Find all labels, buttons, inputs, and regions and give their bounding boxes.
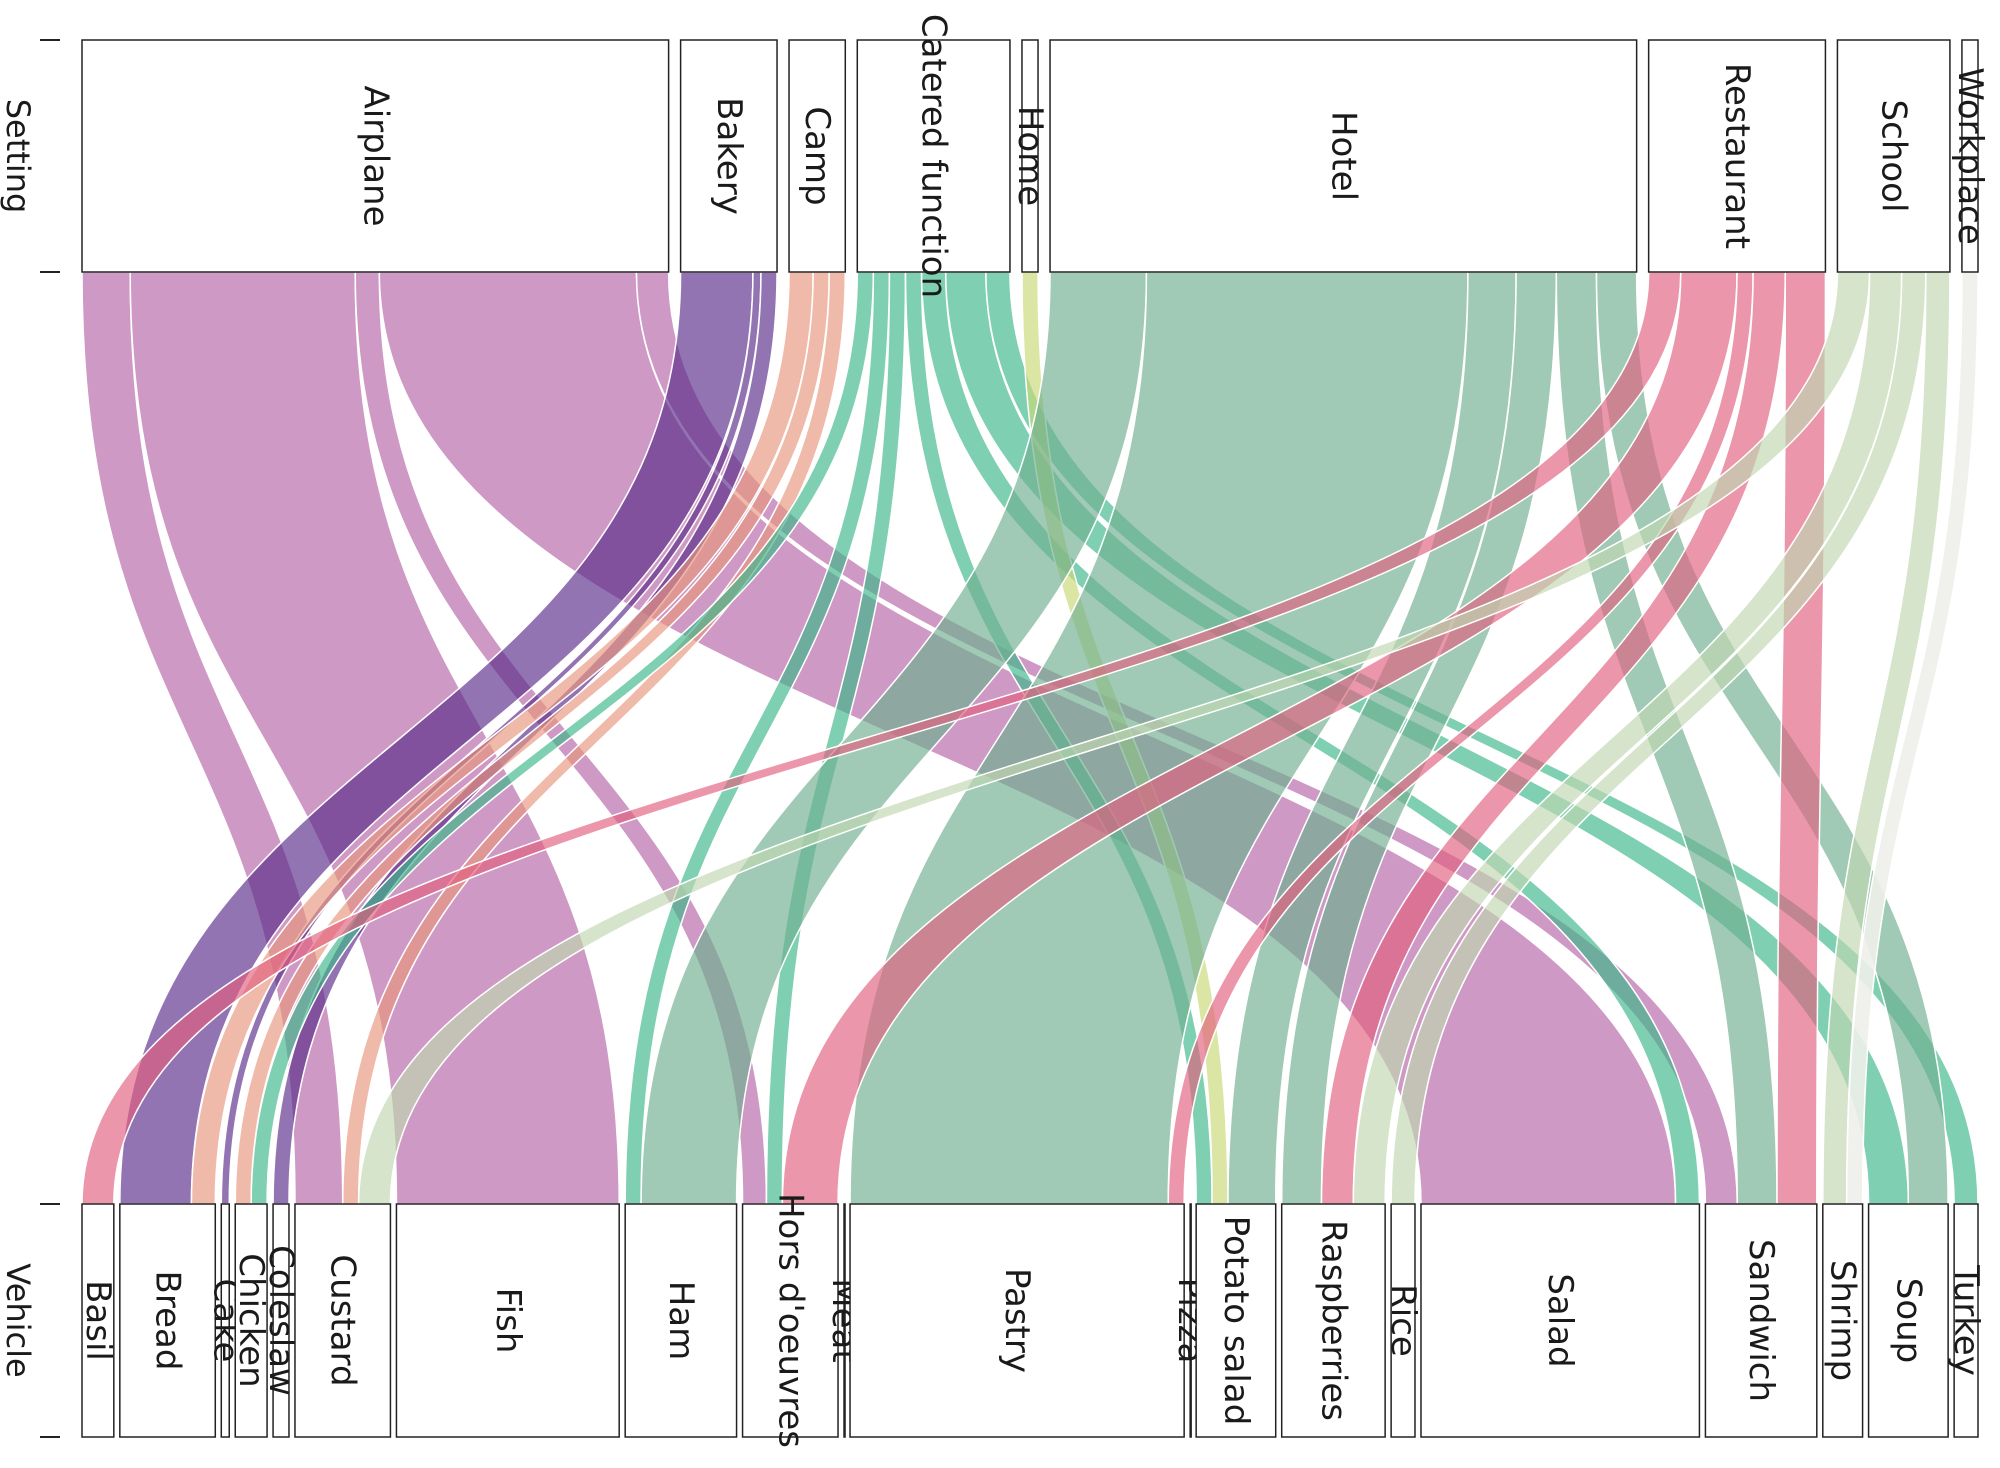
setting-label-bakery: Bakery — [709, 97, 749, 215]
vehicle-box-hors-d-oeuvres — [741, 1203, 839, 1438]
vehicle-box-basil — [81, 1203, 115, 1438]
vehicle-box-fish — [395, 1203, 620, 1438]
vehicle-box-custard — [294, 1203, 392, 1438]
vehicle-label-shrimp: Shrimp — [1823, 1260, 1863, 1381]
vehicle-box-potato-salad — [1195, 1203, 1277, 1438]
vehicle-label-basil: Basil — [78, 1280, 118, 1361]
setting-label-airplane: Airplane — [355, 85, 395, 226]
vehicle-label-soup: Soup — [1888, 1278, 1928, 1364]
vehicle-box-meat — [843, 1203, 846, 1438]
vehicle-label-rice: Rice — [1383, 1284, 1423, 1357]
axis-titles: Setting Vehicle — [0, 99, 37, 1378]
setting-label-camp: Camp — [797, 106, 837, 205]
vehicle-label-ham: Ham — [661, 1281, 701, 1361]
vehicle-label-pastry: Pastry — [997, 1268, 1037, 1373]
setting-box-hotel — [1049, 39, 1638, 273]
setting-box-catered-function — [856, 39, 1011, 273]
vehicle-label-bread: Bread — [148, 1271, 188, 1371]
vehicle-label-custard: Custard — [323, 1254, 363, 1386]
vehicle-box-bread — [119, 1203, 217, 1438]
vehicle-box-ham — [624, 1203, 738, 1438]
vehicle-box-sandwich — [1704, 1203, 1818, 1438]
vehicle-label-turkey: Turkey — [1946, 1264, 1986, 1376]
setting-label-catered-function: Catered function — [914, 14, 954, 298]
setting-label-school: School — [1874, 100, 1914, 213]
vehicle-label-sandwich: Sandwich — [1741, 1239, 1781, 1402]
setting-box-airplane — [81, 39, 670, 273]
setting-label-workplace: Workplace — [1950, 67, 1990, 245]
setting-label-home: Home — [1010, 106, 1050, 206]
setting-box-restaurant — [1647, 39, 1827, 273]
vehicle-box-salad — [1420, 1203, 1701, 1438]
setting-box-school — [1836, 39, 1951, 273]
vehicle-box-turkey — [1953, 1203, 1979, 1438]
vehicle-box-raspberries — [1280, 1203, 1386, 1438]
setting-strata: Airplane Bakery Camp Catered function Home Ho… — [81, 14, 1990, 298]
axis-ticks — [40, 39, 60, 1438]
setting-label-hotel: Hotel — [1323, 111, 1363, 201]
vehicle-box-soup — [1867, 1203, 1949, 1438]
vehicle-box-pizza — [1189, 1203, 1192, 1438]
setting-box-home — [1021, 39, 1039, 273]
setting-label-restaurant: Restaurant — [1717, 63, 1757, 249]
vehicle-label-salad: Salad — [1540, 1273, 1580, 1367]
vehicle-box-coleslaw — [272, 1203, 290, 1438]
vehicle-label-hors-d-oeuvres: Hors d'oeuvres — [770, 1193, 810, 1448]
vehicle-box-shrimp — [1822, 1203, 1864, 1438]
setting-box-camp — [788, 39, 847, 273]
flows-layer — [81, 271, 1979, 1205]
vehicle-box-cake — [220, 1203, 230, 1438]
vehicle-box-pastry — [849, 1203, 1185, 1438]
setting-box-bakery — [679, 39, 778, 273]
vehicle-label-potato-salad: Potato salad — [1216, 1216, 1256, 1426]
vehicle-box-rice — [1390, 1203, 1416, 1438]
vehicle-label-chicken: Chicken — [231, 1253, 271, 1387]
setting-box-workplace — [1961, 39, 1979, 273]
vehicle-label-fish: Fish — [488, 1288, 528, 1354]
axis-title-vehicle: Vehicle — [0, 1263, 37, 1377]
axis-title-setting: Setting — [0, 99, 37, 214]
vehicle-label-raspberries: Raspberries — [1313, 1220, 1353, 1421]
vehicle-box-chicken — [234, 1203, 268, 1438]
